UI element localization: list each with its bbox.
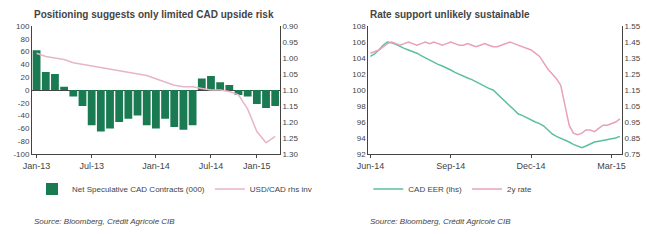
svg-text:1.45: 1.45	[625, 38, 641, 47]
svg-text:1.25: 1.25	[282, 134, 298, 143]
svg-text:Jul-13: Jul-13	[79, 161, 104, 171]
svg-text:94: 94	[357, 134, 366, 143]
svg-text:Mar-15: Mar-15	[597, 161, 626, 171]
svg-text:-40: -40	[18, 111, 30, 120]
svg-text:40: 40	[20, 60, 29, 69]
svg-text:60: 60	[20, 47, 29, 56]
svg-text:1.30: 1.30	[282, 150, 298, 159]
svg-text:1.05: 1.05	[282, 70, 298, 79]
svg-text:1.00: 1.00	[282, 54, 298, 63]
svg-text:Source: Bloomberg, Crédit Agri: Source: Bloomberg, Crédit Agricole CIB	[34, 217, 175, 226]
svg-text:Positioning suggests only limi: Positioning suggests only limited CAD up…	[34, 9, 274, 20]
svg-text:20: 20	[20, 73, 29, 82]
svg-text:-60: -60	[18, 124, 30, 133]
svg-text:0.75: 0.75	[625, 150, 641, 159]
svg-text:Jan-15: Jan-15	[243, 161, 271, 171]
svg-text:1.55: 1.55	[625, 22, 641, 31]
svg-text:104: 104	[352, 54, 366, 63]
svg-text:0.95: 0.95	[625, 118, 641, 127]
svg-text:1.20: 1.20	[282, 118, 298, 127]
svg-text:106: 106	[352, 38, 366, 47]
svg-text:102: 102	[352, 70, 366, 79]
svg-text:CAD EER (lhs): CAD EER (lhs)	[408, 185, 462, 194]
svg-text:1.10: 1.10	[282, 86, 298, 95]
svg-text:1.05: 1.05	[625, 102, 641, 111]
svg-text:-20: -20	[18, 99, 30, 108]
svg-text:0.85: 0.85	[625, 134, 641, 143]
svg-text:Jul-14: Jul-14	[199, 161, 224, 171]
svg-text:0: 0	[25, 86, 30, 95]
svg-text:1.15: 1.15	[282, 102, 298, 111]
svg-text:1.35: 1.35	[625, 54, 641, 63]
svg-text:Sep-14: Sep-14	[436, 161, 465, 171]
svg-text:100: 100	[16, 22, 30, 31]
svg-text:Source: Bloomberg, Crédit Agri: Source: Bloomberg, Crédit Agricole CIB	[370, 217, 511, 226]
svg-text:100: 100	[352, 86, 366, 95]
svg-text:1.25: 1.25	[625, 70, 641, 79]
svg-text:108: 108	[352, 22, 366, 31]
svg-text:0.95: 0.95	[282, 38, 298, 47]
svg-text:98: 98	[357, 102, 366, 111]
svg-text:96: 96	[357, 118, 366, 127]
svg-text:Jan-13: Jan-13	[23, 161, 51, 171]
svg-text:-80: -80	[18, 137, 30, 146]
svg-text:1.15: 1.15	[625, 86, 641, 95]
svg-text:USD/CAD rhs inv: USD/CAD rhs inv	[250, 185, 312, 194]
svg-text:Jun-14: Jun-14	[357, 161, 385, 171]
svg-text:Net Speculative CAD Contracts: Net Speculative CAD Contracts (000)	[72, 185, 205, 194]
svg-text:92: 92	[357, 150, 366, 159]
svg-text:2y rate: 2y rate	[507, 185, 532, 194]
svg-text:0.90: 0.90	[282, 22, 298, 31]
svg-text:Rate support unlikely sustaina: Rate support unlikely sustainable	[370, 9, 530, 20]
svg-text:Dec-14: Dec-14	[517, 161, 546, 171]
svg-text:Jan-14: Jan-14	[142, 161, 170, 171]
svg-text:80: 80	[20, 35, 29, 44]
svg-text:-100: -100	[13, 150, 30, 159]
